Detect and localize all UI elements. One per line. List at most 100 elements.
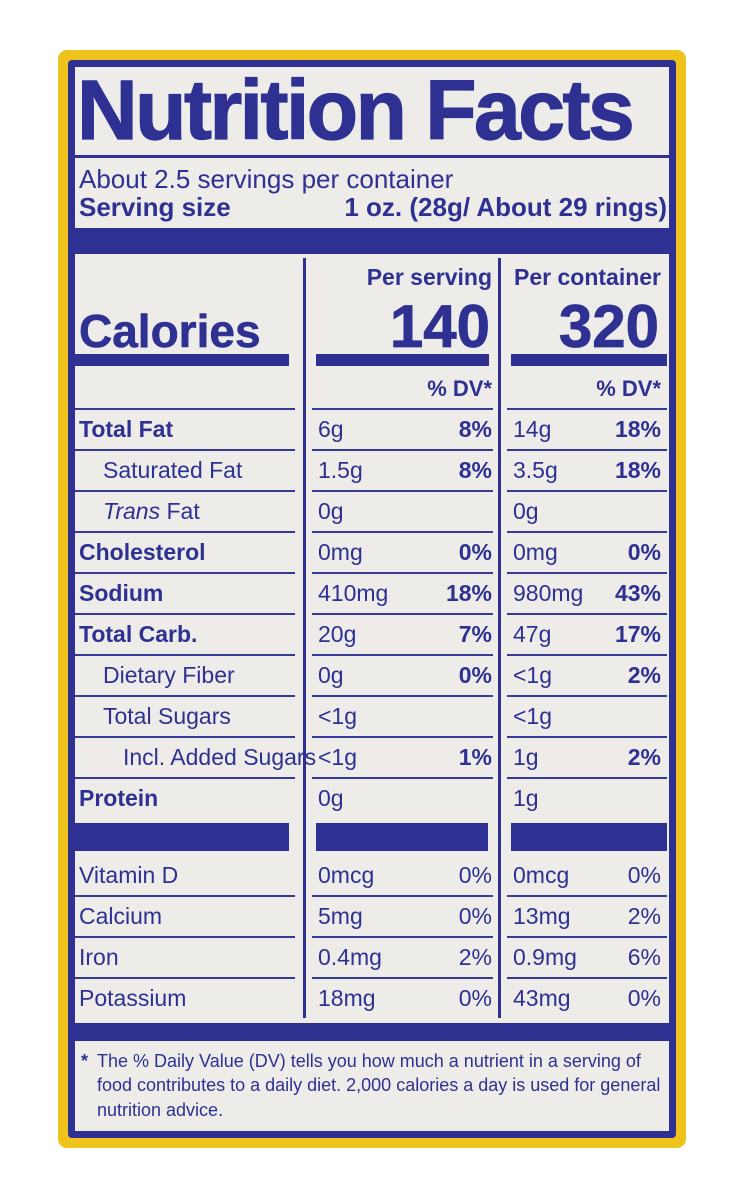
per-serving-amount: 0g	[318, 498, 344, 524]
per-container-dv: 0%	[627, 985, 661, 1011]
footnote: * The % Daily Value (DV) tells you how m…	[75, 1041, 669, 1122]
nutrient-label-italic: Trans	[103, 498, 161, 524]
per-container-cell: 980mg 43%	[500, 572, 669, 613]
per-container-dv: 0%	[627, 539, 661, 565]
column-divider-2	[498, 258, 501, 1018]
per-serving-dv: 0%	[458, 862, 492, 888]
per-container-amount: 13mg	[513, 903, 571, 929]
per-serving-underline-bar	[316, 354, 489, 366]
per-container-cell: 3.5g 18%	[500, 449, 669, 490]
per-serving-dv: 18%	[445, 580, 492, 606]
nutrient-row: Dietary Fiber 0g 0% <1g 2%	[75, 654, 669, 695]
per-serving-dv: 0%	[458, 985, 492, 1011]
per-container-amount: 3.5g	[513, 457, 558, 483]
per-container-cell: 13mg 2%	[500, 895, 669, 936]
per-serving-dv: 7%	[458, 621, 492, 647]
micronutrient-label: Potassium	[75, 977, 305, 1018]
nutrient-label: Saturated Fat	[75, 449, 305, 490]
column-divider-1	[303, 258, 306, 1018]
per-serving-amount: <1g	[318, 703, 358, 729]
per-container-cell: 0.9mg 6%	[500, 936, 669, 977]
calories-label: Calories	[79, 305, 261, 358]
per-serving-cell: 1.5g 8%	[305, 449, 500, 490]
per-container-cell: <1g	[500, 695, 669, 736]
micronutrient-label-text: Calcium	[79, 903, 163, 929]
nutrient-label-text: Total Fat	[79, 416, 174, 442]
nutrient-label: Trans Fat	[75, 490, 305, 531]
per-container-amount: 43mg	[513, 985, 571, 1011]
dv-header-spacer	[75, 366, 305, 408]
per-serving-amount: 0.4mg	[318, 944, 382, 970]
nutrient-row: Sodium 410mg 18% 980mg 43%	[75, 572, 669, 613]
title-block: Nutrition Facts	[75, 67, 669, 155]
per-serving-dv: 8%	[458, 416, 492, 442]
nutrient-label: Incl. Added Sugars	[75, 736, 316, 777]
per-container-amount: <1g	[513, 703, 553, 729]
nutrient-row: Incl. Added Sugars <1g 1% 1g 2%	[75, 736, 669, 777]
per-container-amount: 980mg	[513, 580, 584, 606]
per-serving-header: Per serving	[366, 264, 492, 290]
per-serving-dv: 2%	[458, 944, 492, 970]
per-container-cell: <1g 2%	[500, 654, 669, 695]
nutrient-label-text: Total Carb.	[79, 621, 198, 647]
per-container-amount: 1g	[513, 785, 539, 811]
per-serving-cell: 0.4mg 2%	[305, 936, 500, 977]
thick-bar-top	[75, 228, 669, 254]
micronutrient-row: Potassium 18mg 0% 43mg 0%	[75, 977, 669, 1018]
per-container-cell: 47g 17%	[500, 613, 669, 654]
nutrient-row: Total Fat 6g 8% 14g 18%	[75, 408, 669, 449]
nutrient-label-text: Incl. Added Sugars	[123, 744, 317, 770]
per-container-cell: 0mg 0%	[500, 531, 669, 572]
title-divider	[75, 155, 669, 158]
per-container-dv: 6%	[627, 944, 661, 970]
nutrient-label: Total Fat	[75, 408, 305, 449]
per-serving-amount: 6g	[318, 416, 344, 442]
micronutrient-row: Vitamin D 0mcg 0% 0mcg 0%	[75, 854, 669, 895]
per-container-dv: 2%	[627, 744, 661, 770]
per-serving-dv: 0%	[458, 662, 492, 688]
per-container-dv: 17%	[614, 621, 661, 647]
per-serving-cell: 410mg 18%	[305, 572, 500, 613]
per-serving-amount: 410mg	[318, 580, 389, 606]
nutrient-label: Total Sugars	[75, 695, 305, 736]
nutrient-label: Sodium	[75, 572, 305, 613]
per-serving-amount: 18mg	[318, 985, 376, 1011]
per-serving-dv: 8%	[458, 457, 492, 483]
per-container-cell: 0mcg 0%	[500, 854, 669, 895]
per-container-amount: 0g	[513, 498, 539, 524]
footnote-text: The % Daily Value (DV) tells you how muc…	[97, 1051, 661, 1120]
per-container-dv: 18%	[614, 457, 661, 483]
label-panel: Nutrition Facts About 2.5 servings per c…	[68, 60, 676, 1138]
servings-per-container: About 2.5 servings per container	[79, 164, 454, 194]
per-serving-cell: 0g	[305, 777, 500, 818]
nutrition-table: Per serving Per container Calories 140 3…	[75, 258, 669, 1018]
serving-size-row: Serving size 1 oz. (28g/ About 29 rings)	[75, 192, 669, 228]
calories-per-container-value: 320	[558, 292, 659, 360]
micronutrient-label-text: Iron	[79, 944, 119, 970]
per-serving-cell: 0g 0%	[305, 654, 500, 695]
nutrition-facts-label: Nutrition Facts About 2.5 servings per c…	[58, 50, 686, 1148]
per-serving-cell: 0g	[305, 490, 500, 531]
footnote-asterisk: *	[81, 1051, 89, 1071]
per-serving-amount: 0mcg	[318, 862, 375, 888]
dv-header-container: % DV*	[596, 376, 661, 401]
calories-per-serving-value: 140	[389, 292, 490, 360]
nutrient-label-text: Dietary Fiber	[103, 662, 235, 688]
per-container-amount: 0mcg	[513, 862, 570, 888]
calories-underline-bar	[75, 354, 289, 366]
nutrient-row: Total Carb. 20g 7% 47g 17%	[75, 613, 669, 654]
per-container-amount: 1g	[513, 744, 539, 770]
micronutrient-label-text: Vitamin D	[79, 862, 179, 888]
micronutrient-label: Iron	[75, 936, 305, 977]
per-container-dv: 0%	[627, 862, 661, 888]
per-serving-amount: <1g	[318, 744, 358, 770]
per-container-cell: 14g 18%	[500, 408, 669, 449]
per-container-header: Per container	[514, 264, 661, 290]
nutrient-row: Saturated Fat 1.5g 8% 3.5g 18%	[75, 449, 669, 490]
per-container-cell: 1g 2%	[500, 736, 669, 777]
nutrient-row: Trans Fat 0g 0g	[75, 490, 669, 531]
section-bar-row	[75, 818, 669, 854]
per-serving-cell: <1g 1%	[305, 736, 500, 777]
per-serving-cell: 6g 8%	[305, 408, 500, 449]
per-container-cell: 43mg 0%	[500, 977, 669, 1018]
